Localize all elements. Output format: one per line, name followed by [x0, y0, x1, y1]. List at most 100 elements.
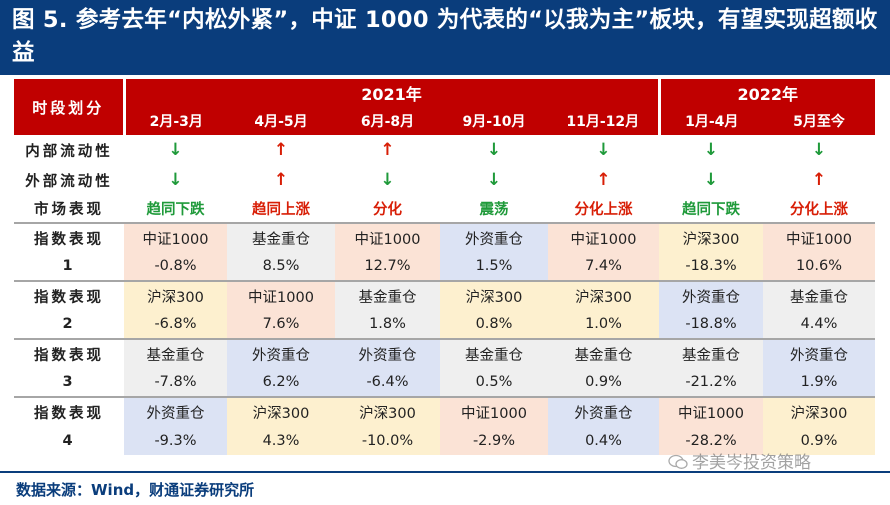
market-cell: 趋同下跌	[146, 202, 205, 218]
arrow-up-icon: ↑	[273, 140, 289, 160]
index-name-cell: 外资重仓	[548, 396, 659, 426]
index-return-cell: 7.6%	[227, 310, 335, 339]
index-name-cell: 沪深300	[763, 396, 875, 426]
arrow-up-icon: ↑	[596, 170, 611, 190]
arrow-down-icon: ↓	[596, 140, 611, 160]
arrow-down-icon: ↓	[486, 140, 502, 160]
index-row: 指数表现 中证1000 基金重仓 中证1000 外资重仓 中证1000 沪深300 中证100…	[14, 222, 875, 252]
index-rank-number: 1	[62, 258, 76, 274]
index-name-cell: 沪深300	[440, 280, 548, 310]
index-name-cell: 基金重仓	[548, 338, 659, 368]
index-name-cell: 外资重仓	[124, 396, 227, 426]
index-value-row: 1 -0.8% 8.5% 12.7% 1.5% 7.4% -18.3% 10.6%	[14, 252, 875, 281]
index-return-cell: 8.5%	[227, 252, 335, 281]
index-name-cell: 基金重仓	[763, 280, 875, 310]
period-header: 11月-12月	[548, 107, 661, 135]
index-name-cell: 沪深300	[335, 396, 440, 426]
index-name-cell: 基金重仓	[440, 338, 548, 368]
arrow-down-icon: ↓	[168, 140, 183, 160]
index-name-cell: 沪深300	[227, 396, 335, 426]
index-return-cell: 0.4%	[548, 426, 659, 455]
index-return-cell: -28.2%	[659, 426, 763, 455]
index-name-cell: 中证1000	[659, 396, 763, 426]
period-header: 9月-10月	[440, 107, 548, 135]
index-return-cell: 6.2%	[227, 368, 335, 397]
liquidity-row: 内部流动性 ↓ ↑ ↑ ↓ ↓ ↓ ↓	[14, 135, 875, 165]
index-return-cell: -2.9%	[440, 426, 548, 455]
index-value-row: 2 -6.8% 7.6% 1.8% 0.8% 1.0% -18.8% 4.4%	[14, 310, 875, 339]
index-value-row: 4 -9.3% 4.3% -10.0% -2.9% 0.4% -28.2% 0.9%	[14, 426, 875, 455]
index-rank-label: 指数表现	[14, 338, 124, 368]
index-return-cell: -18.8%	[659, 310, 763, 339]
arrow-down-icon: ↓	[703, 140, 719, 160]
index-name-cell: 沪深300	[659, 222, 763, 252]
index-rank-label: 指数表现	[14, 222, 124, 252]
index-value-row: 3 -7.8% 6.2% -6.4% 0.5% 0.9% -21.2% 1.9%	[14, 368, 875, 397]
data-source: 数据来源：Wind，财通证券研究所	[16, 481, 255, 499]
index-return-cell: 1.5%	[440, 252, 548, 281]
market-cell: 趋同上涨	[252, 202, 310, 218]
arrow-down-icon: ↓	[703, 170, 719, 190]
index-name-cell: 中证1000	[548, 222, 659, 252]
wechat-icon	[668, 454, 688, 469]
index-return-cell: 7.4%	[548, 252, 659, 281]
period-table: 时段划分 2021年 2022年 2月-3月 4月-5月 6月-8月 9月-10月 11…	[14, 79, 875, 455]
index-return-cell: 1.9%	[763, 368, 875, 397]
index-return-cell: 4.4%	[763, 310, 875, 339]
index-return-cell: 0.8%	[440, 310, 548, 339]
index-return-cell: 4.3%	[227, 426, 335, 455]
arrow-down-icon: ↓	[168, 170, 183, 190]
index-name-cell: 基金重仓	[124, 338, 227, 368]
figure-title: 图 5. 参考去年“内松外紧”，中证 1000 为代表的“以我为主”板块，有望实…	[12, 7, 878, 66]
index-name-cell: 外资重仓	[227, 338, 335, 368]
period-header: 4月-5月	[227, 107, 335, 135]
index-rank-label: 指数表现	[14, 396, 124, 426]
index-return-cell: -9.3%	[124, 426, 227, 455]
period-header: 6月-8月	[335, 107, 440, 135]
row-label: 外部流动性	[25, 173, 113, 190]
arrow-up-icon: ↑	[380, 140, 395, 160]
period-header: 5月至今	[763, 107, 875, 135]
index-name-cell: 基金重仓	[335, 280, 440, 310]
row-label: 市场表现	[34, 202, 104, 218]
year-header: 2021年	[124, 79, 661, 107]
watermark-text: 李美岑投资策略	[692, 453, 811, 473]
index-return-cell: 0.9%	[763, 426, 875, 455]
index-return-cell: 1.8%	[335, 310, 440, 339]
index-name-cell: 沪深300	[548, 280, 659, 310]
index-name-cell: 外资重仓	[763, 338, 875, 368]
index-return-cell: -7.8%	[124, 368, 227, 397]
index-rank-number: 2	[62, 316, 76, 332]
index-return-cell: 0.5%	[440, 368, 548, 397]
index-name-cell: 沪深300	[124, 280, 227, 310]
index-return-cell: -6.8%	[124, 310, 227, 339]
index-name-cell: 外资重仓	[659, 280, 763, 310]
liquidity-row: 外部流动性 ↓ ↑ ↓ ↓ ↑ ↓ ↑	[14, 165, 875, 195]
market-row: 市场表现 趋同下跌 趋同上涨 分化 震荡 分化上涨 趋同下跌 分化上涨	[14, 195, 875, 223]
arrow-down-icon: ↓	[380, 170, 395, 190]
market-cell: 分化上涨	[574, 202, 633, 218]
period-header: 2月-3月	[124, 107, 227, 135]
index-row: 指数表现 外资重仓 沪深300 沪深300 中证1000 外资重仓 中证1000 沪深300	[14, 396, 875, 426]
period-header: 1月-4月	[659, 107, 763, 135]
index-return-cell: 0.9%	[548, 368, 659, 397]
arrow-up-icon: ↑	[273, 170, 289, 190]
arrow-down-icon: ↓	[486, 170, 502, 190]
index-return-cell: -10.0%	[335, 426, 440, 455]
bottom-rule	[0, 471, 890, 473]
header-label: 时段划分	[14, 79, 126, 135]
title-bar: 图 5. 参考去年“内松外紧”，中证 1000 为代表的“以我为主”板块，有望实…	[0, 0, 890, 75]
arrow-up-icon: ↑	[811, 170, 827, 190]
index-return-cell: -21.2%	[659, 368, 763, 397]
market-cell: 震荡	[479, 202, 509, 218]
index-name-cell: 中证1000	[763, 222, 875, 252]
index-name-cell: 中证1000	[335, 222, 440, 252]
index-name-cell: 外资重仓	[335, 338, 440, 368]
index-name-cell: 中证1000	[440, 396, 548, 426]
market-cell: 趋同下跌	[682, 202, 740, 218]
index-name-cell: 中证1000	[124, 222, 227, 252]
index-return-cell: -6.4%	[335, 368, 440, 397]
index-rank-number: 4	[62, 432, 76, 449]
index-return-cell: -18.3%	[659, 252, 763, 281]
index-name-cell: 外资重仓	[440, 222, 548, 252]
